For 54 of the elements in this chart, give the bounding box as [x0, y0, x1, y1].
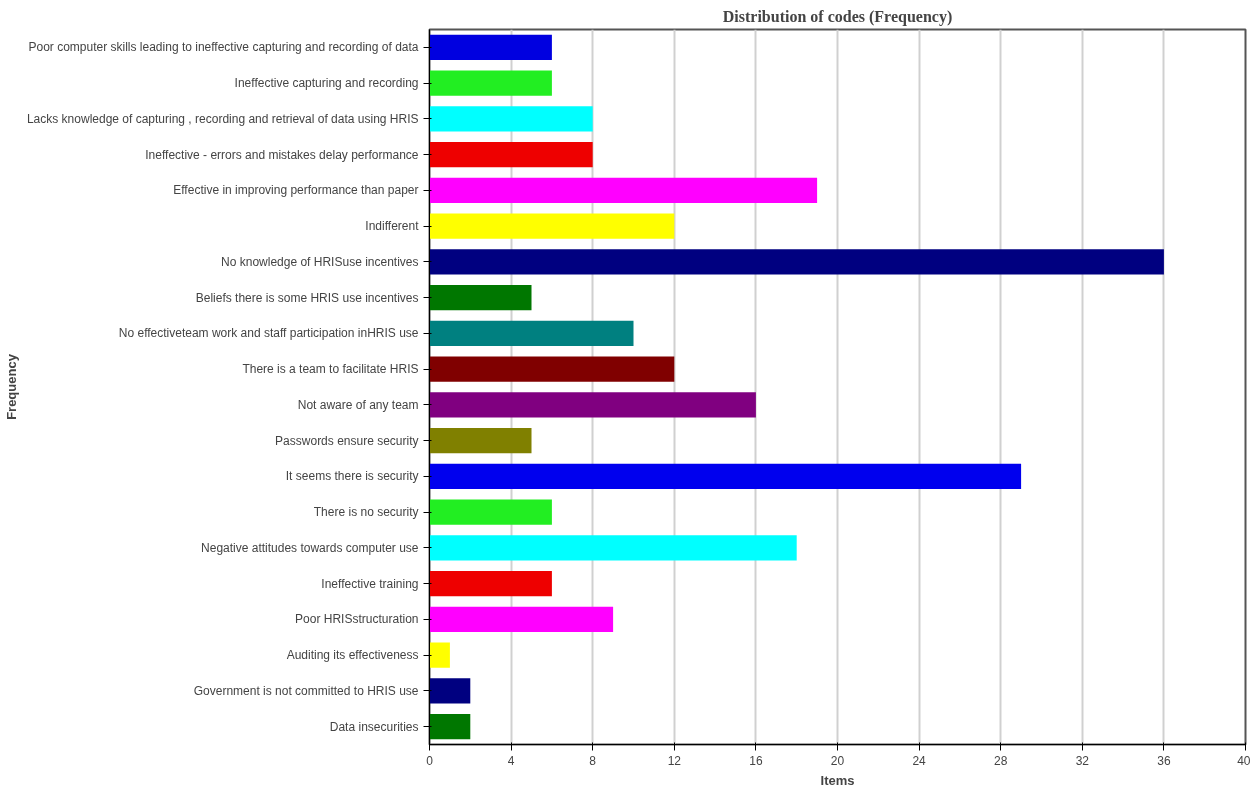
chart-title: Distribution of codes (Frequency)	[722, 7, 953, 26]
x-tick-label: 12	[667, 753, 682, 768]
y-tick-label: Not aware of any team	[297, 397, 419, 412]
bar	[429, 678, 471, 704]
y-tick-label: Lacks knowledge of capturing , recording and retrieval of data using HRIS	[26, 111, 419, 126]
y-tick-label: Effective in improving performance than paper	[173, 183, 419, 198]
y-tick-label: Government is not committed to HRIS use	[193, 683, 419, 698]
y-tick-label: No knowledge of HRISuse incentives	[221, 254, 419, 269]
x-tick-label: 16	[749, 753, 763, 768]
y-tick-label: Poor computer skills leading to ineffective capturing and recording of data	[28, 40, 419, 55]
x-axis-title: Items	[820, 772, 855, 788]
bar	[429, 463, 1022, 489]
bar	[429, 642, 450, 668]
bar	[429, 356, 675, 382]
y-tick-label: Auditing its effectiveness	[286, 648, 419, 663]
bar	[429, 213, 675, 239]
x-tick-label: 28	[994, 753, 1008, 768]
x-tick-label: 24	[912, 753, 927, 768]
y-tick-label: Data insecurities	[329, 719, 419, 734]
y-tick-label: Ineffective capturing and recording	[234, 76, 419, 91]
x-tick-label: 4	[507, 753, 515, 768]
y-tick-label: Negative attitudes towards computer use	[201, 540, 419, 555]
bar	[429, 571, 552, 597]
y-tick-label: Ineffective training	[321, 576, 419, 591]
bar	[429, 285, 532, 311]
bar	[429, 428, 532, 454]
bar	[429, 106, 593, 132]
bar	[429, 499, 552, 525]
bar	[429, 535, 797, 561]
y-tick-label: Passwords ensure security	[275, 433, 419, 448]
y-tick-label: There is a team to facilitate HRIS	[242, 362, 419, 377]
bar	[429, 177, 818, 203]
x-tick-label: 40	[1237, 753, 1251, 768]
bar	[429, 142, 593, 168]
x-tick-label: 0	[426, 753, 434, 768]
bar	[429, 320, 634, 346]
y-tick-label: No effectiveteam work and staff participation inHRIS use	[118, 326, 419, 341]
y-tick-label: There is no security	[313, 505, 419, 520]
bar	[429, 392, 756, 418]
x-tick-label: 20	[830, 753, 845, 768]
x-tick-label: 36	[1157, 753, 1171, 768]
bar	[429, 34, 552, 60]
y-tick-label: Beliefs there is some HRIS use incentives	[195, 290, 419, 305]
y-tick-label: It seems there is security	[285, 469, 419, 484]
x-tick-label: 8	[589, 753, 597, 768]
bar	[429, 714, 471, 740]
x-tick-label: 32	[1075, 753, 1090, 768]
y-tick-label: Poor HRISstructuration	[295, 612, 419, 627]
y-tick-label: Indifferent	[365, 219, 420, 234]
bar	[429, 606, 614, 632]
y-axis-title: Frequency	[3, 353, 19, 420]
bar	[429, 70, 552, 96]
bar	[429, 249, 1164, 275]
y-tick-label: Ineffective - errors and mistakes delay performance	[145, 147, 419, 162]
